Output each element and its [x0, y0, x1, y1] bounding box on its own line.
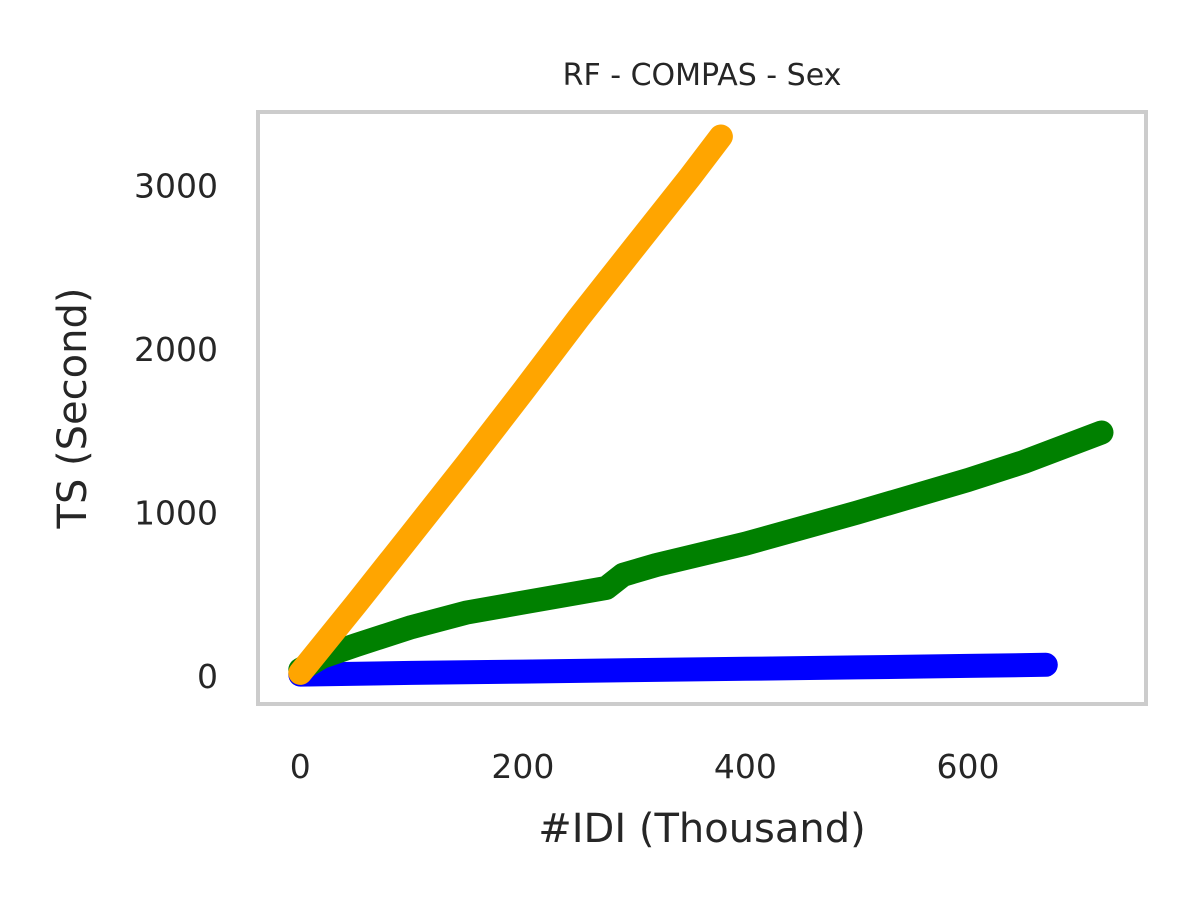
x-tick-label: 0: [290, 747, 311, 786]
x-tick-label: 200: [491, 747, 554, 786]
chart-title: RF - COMPAS - Sex: [563, 58, 842, 93]
x-tick-label: 400: [714, 747, 777, 786]
plot-frame: [256, 110, 1148, 706]
series-line-1: [288, 420, 1114, 682]
y-tick-label: 2000: [134, 330, 218, 369]
y-tick-label: 3000: [134, 167, 218, 206]
y-tick-label: 1000: [134, 494, 218, 533]
y-tick-label: 0: [197, 657, 218, 696]
x-tick-labels: 0 200 400 600: [290, 747, 1000, 786]
series-layer: [288, 124, 1114, 687]
x-axis-label: #IDI (Thousand): [538, 806, 866, 852]
x-tick-label: 600: [936, 747, 999, 786]
y-axis-label: TS (Second): [50, 288, 96, 530]
y-tick-labels: 0 1000 2000 3000: [134, 167, 218, 697]
series-line-0: [288, 124, 733, 685]
series-line-2: [288, 652, 1058, 687]
